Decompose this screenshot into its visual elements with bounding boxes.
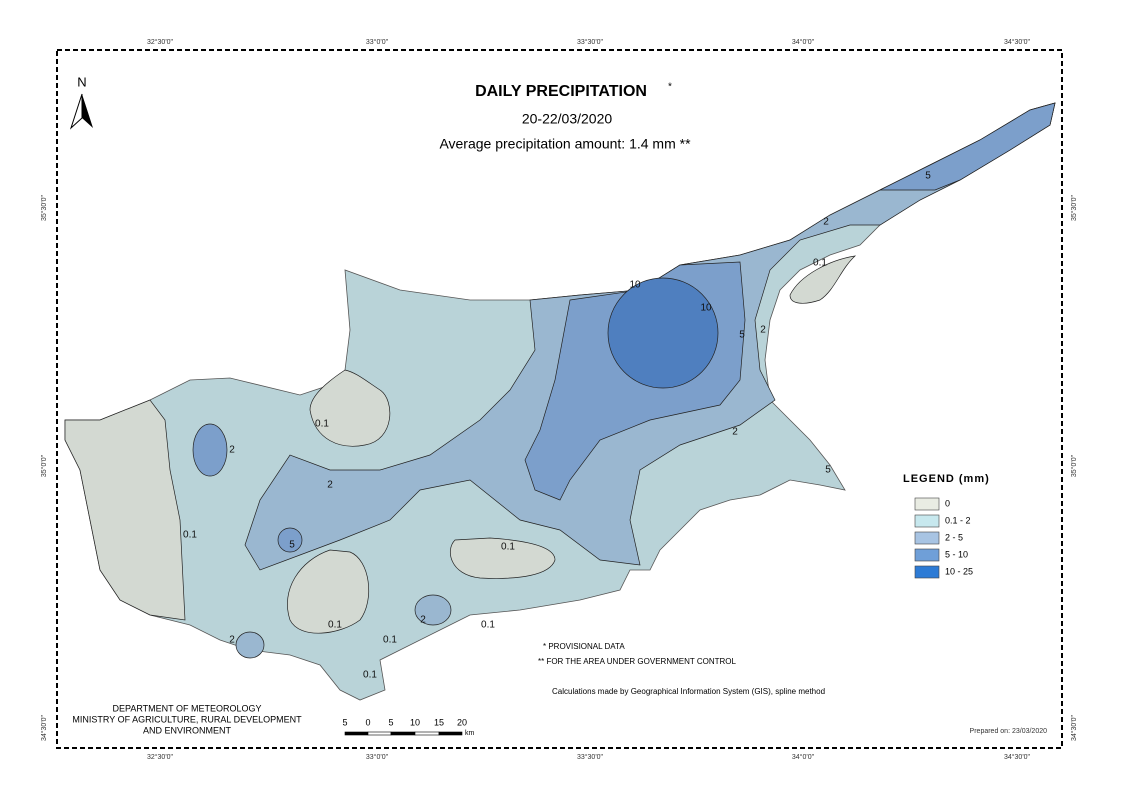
island — [64, 102, 1056, 701]
longitude-label: 34°0'0" — [792, 38, 815, 46]
title: DAILY PRECIPITATION — [475, 83, 647, 100]
contour-label: 2 — [760, 325, 766, 336]
longitude-label: 33°30'0" — [577, 753, 604, 761]
legend-swatch — [914, 565, 940, 579]
contour-label: 0.1 — [183, 530, 197, 541]
department: AND ENVIRONMENT — [143, 725, 232, 735]
scale-segment — [367, 731, 392, 736]
contour-label: 0.1 — [501, 542, 515, 553]
zone-5-10 — [277, 527, 303, 553]
zone-0 — [450, 537, 556, 579]
latitude-label: 34°30'0" — [1070, 714, 1078, 741]
contour-label: 2 — [823, 217, 829, 228]
zone-0 — [64, 399, 186, 621]
legend: LEGEND (mm) 0 0.1 - 2 2 - 5 5 - 10 10 - 25 — [903, 473, 990, 579]
scale-label: 10 — [410, 717, 420, 727]
legend-label: 2 - 5 — [945, 532, 963, 542]
contour-label: 0.1 — [315, 419, 329, 430]
contour-label: 2 — [229, 445, 235, 456]
graticule: 32°30'0" 32°30'0" 33°0'0" 33°0'0" 33°30'0" 33… — [40, 38, 1078, 761]
contour-label: 0.1 — [481, 620, 495, 631]
legend-label: 5 - 10 — [945, 549, 968, 559]
contour-label: 5 — [825, 465, 831, 476]
latitude-label: 35°30'0" — [40, 194, 48, 221]
zone-5-10 — [879, 102, 1056, 191]
latitude-label: 34°30'0" — [40, 714, 48, 741]
contour-label: 5 — [925, 171, 931, 182]
legend-label: 0.1 - 2 — [945, 515, 971, 525]
legend-swatch — [914, 531, 940, 545]
scale-segment — [390, 731, 416, 736]
longitude-label: 34°30'0" — [1004, 753, 1031, 761]
prepared-on: Prepared on: 23/03/2020 — [970, 728, 1048, 735]
contour-label: 2 — [327, 480, 333, 491]
zone-5-10 — [192, 423, 228, 477]
scale-segment — [414, 731, 440, 736]
longitude-label: 32°30'0" — [147, 38, 174, 46]
department: DEPARTMENT OF METEOROLOGY — [112, 703, 261, 713]
north-label: N — [77, 74, 86, 89]
scale-label: 0 — [365, 717, 370, 727]
zone-2-5 — [414, 594, 452, 626]
latitude-label: 35°0'0" — [40, 454, 48, 477]
scale-label: 15 — [434, 717, 444, 727]
contour-label: 5 — [289, 540, 295, 551]
scale-label: 5 — [388, 717, 393, 727]
north-arrow: N — [69, 74, 93, 130]
latitude-label: 35°0'0" — [1070, 454, 1078, 477]
longitude-label: 33°30'0" — [577, 38, 604, 46]
scale-segment — [438, 731, 463, 736]
contour-label: 2 — [420, 615, 426, 626]
legend-title: LEGEND (mm) — [903, 473, 990, 485]
legend-swatch — [914, 548, 940, 562]
contour-label: 2 — [229, 635, 235, 646]
longitude-label: 34°0'0" — [792, 753, 815, 761]
legend-label: 0 — [945, 498, 950, 508]
scale-unit: km — [465, 730, 475, 737]
method-note: Calculations made by Geographical Inform… — [552, 687, 825, 696]
department: MINISTRY OF AGRICULTURE, RURAL DEVELOPME… — [72, 714, 302, 724]
contour-label: 2 — [732, 427, 738, 438]
longitude-label: 34°30'0" — [1004, 38, 1031, 46]
contour-label: 10 — [700, 303, 712, 314]
contour-label: 5 — [739, 330, 745, 341]
note: ** FOR THE AREA UNDER GOVERNMENT CONTROL — [538, 657, 737, 666]
zone-10-25 — [607, 277, 719, 389]
legend-swatch — [914, 497, 940, 511]
zone-0 — [789, 255, 857, 304]
zone-2-5 — [235, 631, 265, 659]
contour-label: 0.1 — [328, 620, 342, 631]
zone-0 — [309, 369, 391, 447]
zone-0 — [287, 549, 370, 634]
scale-label: 5 — [342, 717, 347, 727]
title-mark: * — [668, 82, 672, 93]
note: * PROVISIONAL DATA — [543, 642, 625, 651]
north-arrow-left — [69, 93, 83, 130]
scale-segment — [344, 731, 369, 736]
contour-label: 0.1 — [813, 258, 827, 269]
longitude-label: 32°30'0" — [147, 753, 174, 761]
scale-bar: 5 0 5 10 15 20 km — [342, 717, 474, 736]
contour-label: 10 — [629, 280, 641, 291]
contour-label: 0.1 — [363, 670, 377, 681]
scale-label: 20 — [457, 717, 467, 727]
date: 20-22/03/2020 — [522, 111, 613, 127]
average: Average precipitation amount: 1.4 mm ** — [439, 136, 691, 152]
contour-label: 0.1 — [383, 635, 397, 646]
contour-labels: 10 10 5 2 0.1 2 5 2 5 0.1 2 2 5 0.1 0.1 0.1 0.1 2 0.1 2 0.1 — [183, 171, 931, 681]
latitude-label: 35°30'0" — [1070, 194, 1078, 221]
north-arrow-right — [82, 94, 93, 128]
longitude-label: 33°0'0" — [366, 38, 389, 46]
legend-swatch — [914, 514, 940, 528]
legend-label: 10 - 25 — [945, 566, 973, 576]
longitude-label: 33°0'0" — [366, 753, 389, 761]
map-frame — [56, 49, 1063, 749]
